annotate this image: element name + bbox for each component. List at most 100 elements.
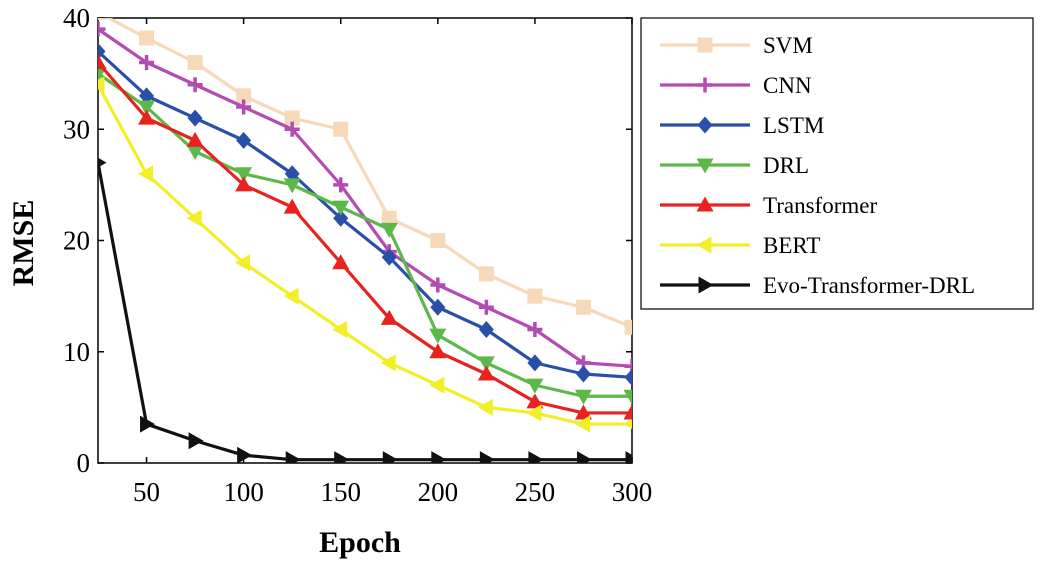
y-axis-label: RMSE [7,200,40,287]
data-point-evo-transformer-drl [528,451,544,463]
data-point-drl [186,145,204,160]
data-point-transformer [138,109,156,125]
legend-marker [697,116,713,134]
data-point-bert [283,287,299,305]
data-point-transformer [283,198,301,214]
legend-item-drl: DRL [660,153,809,178]
data-point-svm [187,55,203,70]
data-point-transformer [380,309,398,325]
data-point-drl [138,100,156,116]
data-point-svm [284,110,300,126]
data-point-transformer [623,404,632,420]
data-point-evo-transformer-drl [431,451,447,463]
x-tick-label: 250 [515,477,556,507]
legend-marker [697,37,713,53]
data-point-lstm [381,248,397,266]
data-point-lstm [98,42,106,60]
data-point-evo-transformer-drl [237,446,253,463]
series-line-transformer [98,61,632,415]
data-point-transformer [429,343,447,359]
data-point-lstm [575,365,591,383]
legend-item-svm: SVM [660,33,813,58]
data-point-drl [283,178,301,194]
series-transformer [98,54,632,420]
x-tick-label: 100 [223,477,264,507]
data-point-bert [186,209,202,227]
y-axis-ticks: 0 10 20 30 40 [63,3,632,478]
data-point-evo-transformer-drl [140,415,156,433]
legend-item-transformer: Transformer [660,193,877,218]
y-tick-label: 20 [63,226,90,256]
data-point-svm [139,30,155,46]
data-point-svm [575,299,591,315]
data-point-bert [477,398,493,416]
data-point-evo-transformer-drl [98,157,107,168]
series-line-evo-transformer-drl [98,162,632,462]
legend-label: CNN [763,73,812,98]
data-point-drl [332,200,350,216]
y-tick-label: 0 [77,448,91,478]
legend-label: Transformer [763,193,877,218]
data-point-drl [235,167,253,183]
data-point-lstm [430,298,446,316]
series-layer [98,18,632,463]
legend-label: DRL [763,153,809,178]
data-point-svm [478,266,494,282]
data-point-bert [235,254,251,272]
data-point-drl [477,356,495,372]
legend-item-bert: BERT [660,233,820,258]
data-point-cnn [98,21,106,37]
data-point-bert [623,419,632,429]
data-point-drl [574,389,592,405]
y-tick-label: 40 [63,3,90,33]
data-point-evo-transformer-drl [285,451,301,463]
data-point-lstm [284,165,300,183]
data-point-cnn [284,121,300,137]
legend-marker [696,196,714,212]
y-tick-label: 30 [63,114,90,144]
data-point-drl [380,222,398,238]
series-lstm [98,42,632,386]
x-axis-ticks: 50 100 150 200 250 300 [133,18,652,507]
data-point-evo-transformer-drl [334,451,350,463]
data-point-cnn [236,99,252,115]
data-point-cnn [187,77,203,93]
legend-marker [696,236,712,254]
data-point-cnn [478,299,494,315]
data-point-svm [333,121,349,137]
data-point-evo-transformer-drl [382,451,398,463]
data-point-transformer [98,54,107,69]
data-point-transformer [574,404,592,420]
data-point-svm [98,18,106,20]
data-point-cnn [624,358,632,374]
data-point-bert [98,76,105,94]
data-point-lstm [333,209,349,227]
legend-marker [697,77,713,93]
legend-item-lstm: LSTM [660,113,824,138]
series-line-drl [98,72,632,398]
data-point-cnn [527,322,543,337]
legend-marker [696,158,714,174]
data-point-bert [380,354,396,372]
series-line-bert [98,83,632,426]
legend: SVM CNN LSTM DRL Transformer BERT Evo-Transfor… [640,17,1034,310]
data-point-bert [138,165,154,183]
data-point-bert [332,321,348,338]
series-drl [98,67,632,405]
data-point-lstm [478,321,494,338]
data-point-lstm [139,87,155,105]
series-line-lstm [98,50,632,379]
data-point-transformer [235,176,253,192]
data-point-transformer [477,365,495,381]
data-point-bert [574,415,590,433]
series-line-svm [105,18,632,329]
data-point-drl [429,328,447,344]
legend-marker [698,276,714,294]
data-point-svm [236,88,252,104]
plot-frame [97,17,633,464]
data-point-lstm [527,354,543,372]
series-svm [98,18,632,335]
x-tick-label: 200 [418,477,459,507]
legend-label: SVM [763,33,813,58]
